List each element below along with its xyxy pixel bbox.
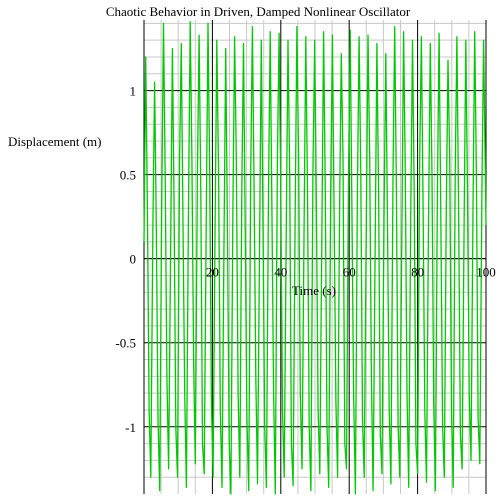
x-tick-label: 100: [476, 265, 496, 280]
y-tick-label: -0.5: [115, 336, 136, 351]
x-axis-label: Time (s): [292, 283, 336, 298]
chart-title: Chaotic Behavior in Driven, Damped Nonli…: [106, 4, 411, 19]
series-layer: [143, 21, 487, 495]
series-line: [143, 21, 487, 495]
y-axis-label: Displacement (m): [8, 134, 102, 149]
x-tick-label: 60: [343, 265, 356, 280]
x-tick-label: 40: [274, 265, 287, 280]
y-tick-label: 0.5: [120, 168, 136, 183]
x-tick-label: 80: [411, 265, 424, 280]
tick-labels: 20 40 60 80 100 -1 -0.5 0 0.5 1: [115, 84, 495, 435]
y-tick-label: 0: [130, 252, 137, 267]
x-tick-label: 20: [206, 265, 219, 280]
y-tick-label: 1: [130, 84, 137, 99]
y-tick-label: -1: [125, 420, 136, 435]
